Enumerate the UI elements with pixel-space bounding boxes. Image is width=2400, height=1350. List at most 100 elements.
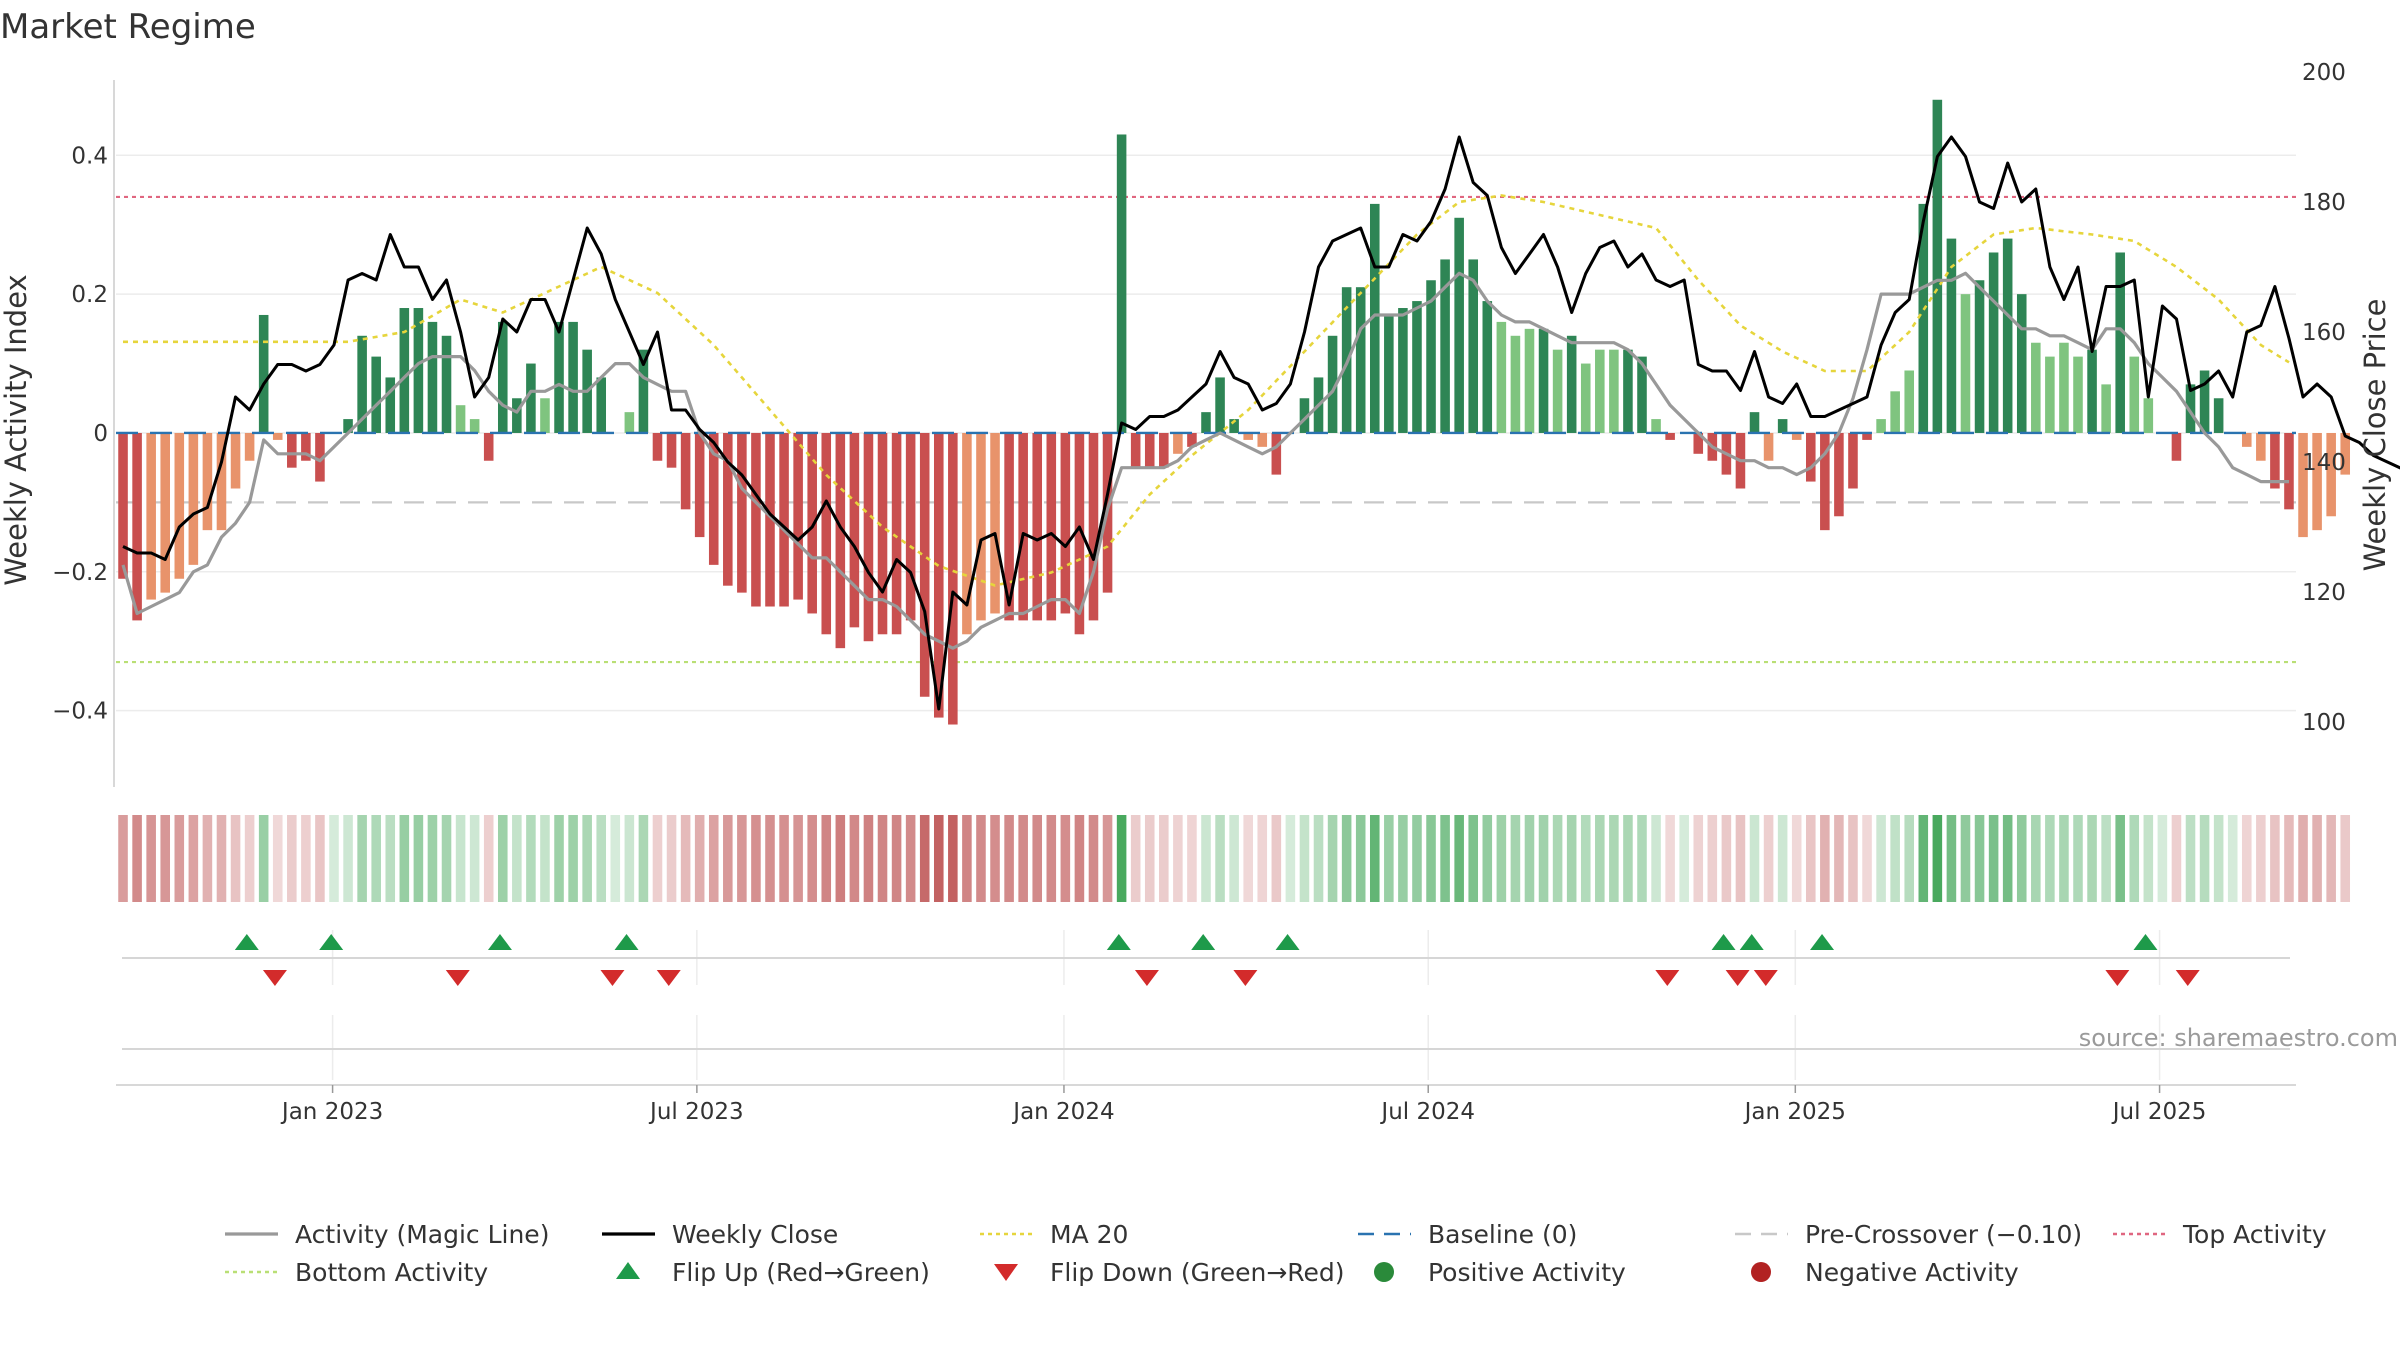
legend-swatch [1751,1262,1771,1282]
activity-bar [132,432,142,621]
regime-strip-cell [1102,815,1113,902]
legend-item: Bottom Activity [225,1258,488,1287]
legend-label: MA 20 [1050,1220,1128,1249]
regime-strip-cell [1341,815,1352,902]
flip-up-marker [1739,934,1764,950]
regime-strip-cell [948,815,958,902]
regime-strip-cell [469,815,480,902]
activity-bar [596,377,607,433]
legend-item: Weekly Close [602,1220,838,1249]
legend-label: Flip Up (Red→Green) [672,1258,930,1287]
activity-bar [821,432,832,635]
activity-bar [1791,432,1802,440]
legend-item: Pre-Crossover (−0.10) [1735,1220,2082,1249]
bottom-panel [122,1015,2290,1080]
regime-strip-cell [1552,815,1563,902]
regime-strip-cell [2157,815,2168,902]
y-tick-label-right: 200 [2302,60,2346,86]
regime-strip-cell [1890,815,1900,902]
activity-bar [1116,134,1127,433]
activity-bar [1482,301,1493,433]
regime-strip-cell [1412,815,1422,902]
regime-strip-cell [287,815,297,902]
regime-strip-cell [146,815,156,902]
regime-strip-cell [666,815,677,902]
legend-item: Top Activity [2113,1220,2327,1249]
flip-down-marker [1134,970,1159,986]
activity-bar [765,432,775,607]
regime-strip-cell [2213,815,2224,902]
y-tick-label-left: 0 [93,421,108,447]
legend-label: Flip Down (Green→Red) [1050,1258,1345,1287]
x-tick-label: Jul 2023 [648,1099,744,1125]
regime-strip-cell [2312,815,2322,902]
regime-strip-cell [1355,815,1366,902]
activity-bar [1412,301,1422,433]
activity-bar [1060,432,1071,614]
activity-bar [2045,356,2055,433]
regime-strip-cell [1384,815,1394,902]
x-tick-label: Jan 2024 [1011,1099,1114,1125]
regime-strip-cell [807,815,817,902]
legend-swatch [994,1264,1018,1281]
regime-strip-cell [244,815,255,902]
activity-bar [1876,419,1886,433]
regime-strip-cell [2045,815,2055,902]
regime-strip-cell [905,815,916,902]
regime-strip-cell [2002,815,2013,902]
regime-strip-cell [1215,815,1225,902]
activity-bar [1862,432,1872,440]
activity-bar [891,432,902,635]
activity-bars [116,99,2351,725]
activity-bar [1538,328,1549,433]
activity-bar [1130,432,1141,468]
activity-bar [1988,252,1999,433]
regime-strip-cell [1426,815,1436,902]
activity-bar [680,432,691,510]
regime-strip-cell [1946,815,1957,902]
activity-bar [976,432,986,621]
flip-up-marker [614,934,639,950]
regime-strip-cell [357,815,367,902]
regime-strip-cell [2016,815,2027,902]
activity-bar [2270,432,2280,489]
activity-bar [1749,412,1760,433]
regime-strip-cell [652,815,663,902]
regime-strip-cell [849,815,860,902]
y-tick-label-left: −0.2 [52,560,108,586]
activity-bar [2115,252,2125,433]
activity-bar [2129,356,2140,433]
regime-strip-cell [779,815,789,902]
activity-bar [1046,432,1057,621]
activity-bar [1510,335,1521,433]
regime-strip-cell [188,815,199,902]
regime-strip-cell [1721,815,1732,902]
activity-bar [441,335,452,433]
flip-down-marker [1233,970,1258,986]
regime-strip-cell [680,815,691,902]
activity-bar [469,419,480,433]
activity-bar [1088,432,1099,621]
activity-bar [1032,432,1043,621]
regime-strip-cell [596,815,607,902]
activity-bar [2256,432,2266,461]
regime-strip-cell [891,815,902,902]
activity-bar [1820,432,1830,531]
regime-strip-cell [1243,815,1253,902]
regime-strip-cell [455,815,466,902]
regime-strip-cell [1187,815,1197,902]
regime-strip-cell [568,815,578,902]
regime-strip-cell [526,815,536,902]
regime-strip-cell [1454,815,1464,902]
activity-bar [919,432,930,697]
activity-bar [1918,203,1929,433]
regime-strip-cell [1159,815,1169,902]
y-tick-label-right: 120 [2302,580,2346,606]
activity-bar [244,432,255,461]
activity-bar [666,432,677,468]
regime-strip-cell [413,815,424,902]
legend-label: Activity (Magic Line) [295,1220,549,1249]
regime-strip-cell [2340,815,2351,902]
regime-strip-cell [737,815,747,902]
